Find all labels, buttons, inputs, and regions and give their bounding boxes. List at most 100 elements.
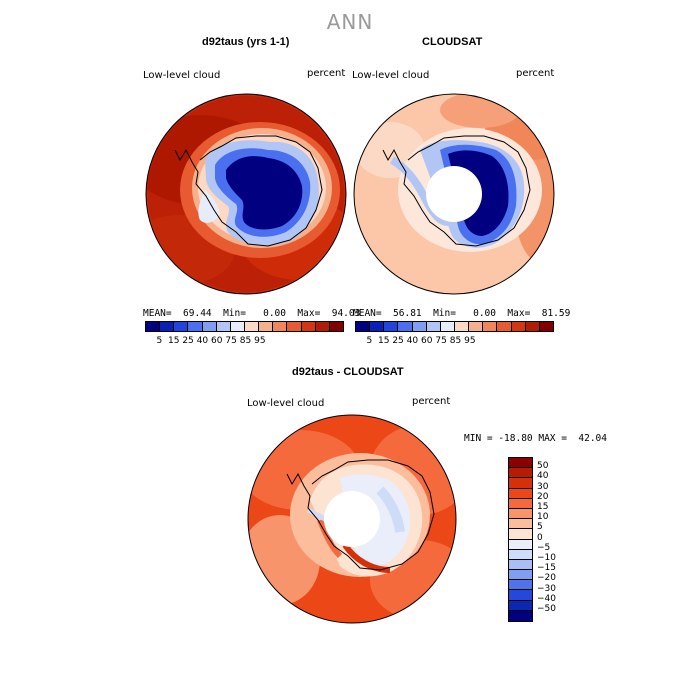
model-colorbar-tick-label: 5: [156, 336, 163, 346]
diff-map: [248, 415, 456, 623]
model-colorbar-swatch-2: [174, 322, 189, 331]
model-colorbar-swatch-13: [329, 322, 343, 331]
obs-colorbar-swatch-1: [370, 322, 385, 331]
diff-stats: MIN = -18.80 MAX = 42.04: [464, 433, 607, 444]
obs-colorbar-tick-label: 95: [464, 336, 476, 346]
model-map: [146, 94, 346, 294]
diff-colorbar-swatch-8: [509, 539, 532, 550]
obs-colorbar-swatch-8: [469, 322, 484, 331]
diff-colorbar-swatch-3: [509, 488, 532, 499]
model-colorbar: [145, 321, 344, 332]
diff-colorbar-swatch-9: [509, 549, 532, 560]
diff-colorbar-tick-label: −10: [537, 553, 556, 563]
diff-colorbar-swatch-11: [509, 570, 532, 581]
diff-colorbar-swatch-4: [509, 498, 532, 509]
diff-colorbar-tick-label: −50: [537, 604, 556, 614]
obs-units-label: percent: [516, 68, 555, 79]
model-colorbar-swatch-4: [202, 322, 217, 331]
model-units-label: percent: [307, 68, 346, 79]
obs-colorbar-swatch-9: [483, 322, 498, 331]
obs-colorbar-tick-label: 60: [421, 336, 433, 346]
obs-colorbar-tick-label: 40: [406, 336, 419, 346]
model-colorbar-tick-label: 40: [196, 336, 209, 346]
obs-colorbar-swatch-6: [440, 322, 455, 331]
panel-title-model: d92taus (yrs 1-1): [202, 36, 290, 48]
obs-colorbar-swatch-13: [539, 322, 553, 331]
model-colorbar-swatch-0: [146, 322, 161, 331]
model-colorbar-tick-label: 85: [239, 336, 252, 346]
diff-colorbar-tick-label: 50: [537, 461, 549, 472]
diff-colorbar-tick-label: 20: [537, 491, 549, 502]
obs-map-outline: [353, 93, 555, 295]
diff-colorbar-tick-label: −40: [537, 593, 556, 604]
obs-colorbar-tick-label: 5: [366, 336, 373, 346]
obs-colorbar-tick-label: 85: [449, 336, 462, 346]
diff-colorbar-tick-label: −30: [537, 583, 556, 594]
diff-colorbar-swatch-1: [509, 468, 532, 479]
model-variable-label: Low-level cloud: [143, 70, 221, 81]
diff-colorbar-swatch-14: [509, 600, 532, 611]
diff-colorbar-swatch-12: [509, 580, 532, 591]
diff-map-outline: [247, 414, 457, 624]
diff-colorbar-swatch-6: [509, 519, 532, 530]
obs-colorbar-swatch-0: [356, 322, 371, 331]
model-colorbar-labels: 5 15 25 40 60 75 85 95: [145, 336, 346, 348]
model-colorbar-swatch-12: [315, 322, 330, 331]
obs-variable-label: Low-level cloud: [352, 70, 430, 81]
obs-colorbar-tick-label: 15: [377, 336, 390, 346]
model-colorbar-swatch-1: [160, 322, 175, 331]
obs-colorbar-swatch-2: [384, 322, 399, 331]
diff-colorbar: [508, 457, 533, 622]
diff-colorbar-swatch-2: [509, 478, 532, 489]
obs-colorbar-tick-label: 25: [392, 336, 404, 346]
model-colorbar-tick-label: 15: [167, 336, 180, 346]
model-colorbar-tick-label: 25: [182, 336, 194, 346]
diff-colorbar-tick-label: 30: [537, 481, 549, 492]
diff-units-label: percent: [412, 396, 451, 407]
obs-colorbar: [355, 321, 554, 332]
diff-colorbar-swatch-7: [509, 529, 532, 540]
diff-colorbar-tick-label: 15: [537, 502, 549, 512]
model-colorbar-swatch-10: [287, 322, 302, 331]
diff-colorbar-tick-label: 40: [537, 471, 549, 482]
diff-colorbar-tick-label: −5: [537, 542, 551, 553]
diff-colorbar-swatch-0: [509, 458, 532, 469]
model-colorbar-swatch-5: [216, 322, 231, 331]
panel-title-obs: CLOUDSAT: [422, 36, 483, 48]
obs-colorbar-swatch-3: [398, 322, 413, 331]
obs-colorbar-swatch-5: [426, 322, 441, 331]
obs-colorbar-labels: 5 15 25 40 60 75 85 95: [355, 336, 556, 348]
obs-colorbar-swatch-11: [511, 322, 526, 331]
model-colorbar-tick-label: 95: [254, 336, 266, 346]
diff-colorbar-tick-label: −15: [537, 563, 556, 574]
model-colorbar-swatch-9: [273, 322, 288, 331]
main-title: ANN: [326, 10, 374, 34]
diff-colorbar-swatch-5: [509, 508, 532, 520]
obs-colorbar-swatch-12: [525, 322, 540, 331]
diff-variable-label: Low-level cloud: [247, 398, 325, 409]
obs-map: [354, 94, 554, 294]
diff-colorbar-swatch-15: [509, 610, 532, 621]
panel-title-diff: d92taus - CLOUDSAT: [292, 366, 404, 378]
diff-colorbar-tick-label: 10: [537, 512, 549, 523]
obs-colorbar-swatch-7: [454, 322, 470, 331]
model-map-outline: [145, 93, 347, 295]
diff-colorbar-tick-label: 0: [537, 532, 543, 543]
diff-colorbar-tick-label: −20: [537, 573, 556, 584]
model-colorbar-swatch-6: [230, 322, 245, 331]
obs-colorbar-tick-label: 75: [435, 336, 447, 346]
model-colorbar-swatch-7: [244, 322, 260, 331]
model-colorbar-tick-label: 75: [225, 336, 237, 346]
model-stats: MEAN= 69.44 Min= 0.00 Max= 94.03: [143, 308, 361, 319]
diff-colorbar-tick-label: 5: [537, 522, 543, 533]
diff-colorbar-swatch-10: [509, 559, 532, 571]
obs-colorbar-swatch-4: [412, 322, 427, 331]
model-colorbar-swatch-3: [188, 322, 203, 331]
obs-stats: MEAN= 56.81 Min= 0.00 Max= 81.59: [353, 308, 571, 319]
model-colorbar-swatch-11: [301, 322, 316, 331]
model-colorbar-swatch-8: [259, 322, 274, 331]
model-colorbar-tick-label: 60: [211, 336, 223, 346]
obs-colorbar-swatch-10: [497, 322, 512, 331]
diff-colorbar-swatch-13: [509, 590, 532, 601]
